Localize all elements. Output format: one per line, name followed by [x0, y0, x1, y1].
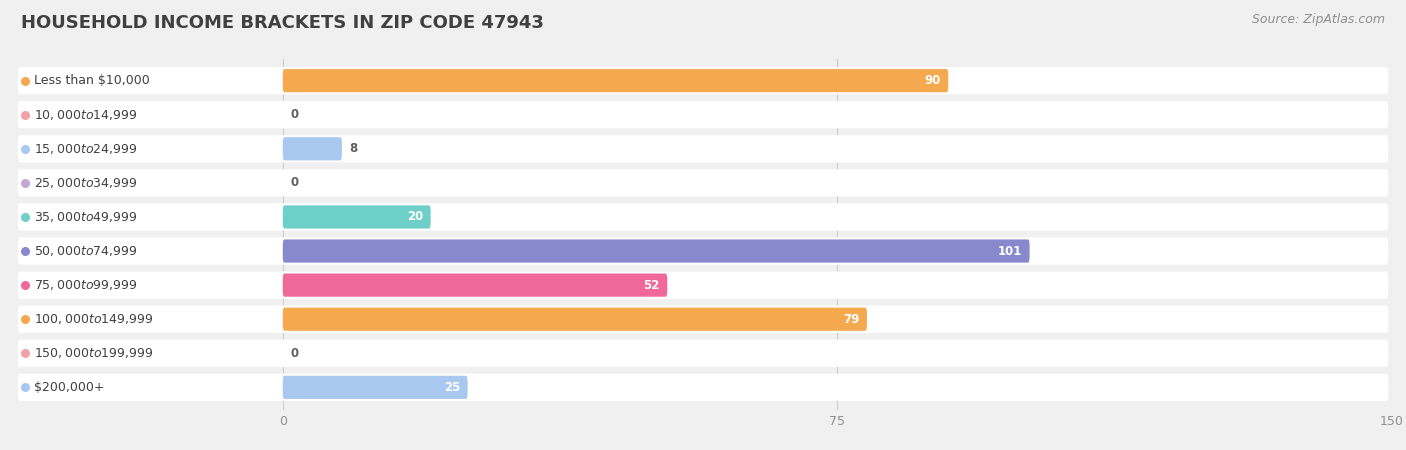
FancyBboxPatch shape — [18, 203, 1388, 230]
Text: 52: 52 — [644, 279, 659, 292]
Text: $200,000+: $200,000+ — [34, 381, 104, 394]
FancyBboxPatch shape — [18, 374, 1388, 401]
Text: 0: 0 — [290, 108, 298, 121]
FancyBboxPatch shape — [18, 101, 1388, 128]
FancyBboxPatch shape — [18, 135, 1388, 162]
Text: 25: 25 — [444, 381, 460, 394]
Text: 8: 8 — [349, 142, 357, 155]
Text: HOUSEHOLD INCOME BRACKETS IN ZIP CODE 47943: HOUSEHOLD INCOME BRACKETS IN ZIP CODE 47… — [21, 14, 544, 32]
FancyBboxPatch shape — [283, 69, 948, 92]
Text: $100,000 to $149,999: $100,000 to $149,999 — [34, 312, 153, 326]
FancyBboxPatch shape — [283, 137, 342, 160]
FancyBboxPatch shape — [283, 308, 868, 331]
Text: Source: ZipAtlas.com: Source: ZipAtlas.com — [1251, 14, 1385, 27]
Text: 90: 90 — [925, 74, 941, 87]
FancyBboxPatch shape — [283, 274, 668, 297]
Text: $35,000 to $49,999: $35,000 to $49,999 — [34, 210, 138, 224]
FancyBboxPatch shape — [18, 340, 1388, 367]
FancyBboxPatch shape — [18, 169, 1388, 197]
Text: 20: 20 — [406, 211, 423, 224]
Text: $75,000 to $99,999: $75,000 to $99,999 — [34, 278, 138, 292]
Text: $25,000 to $34,999: $25,000 to $34,999 — [34, 176, 138, 190]
FancyBboxPatch shape — [18, 306, 1388, 333]
FancyBboxPatch shape — [283, 239, 1029, 263]
FancyBboxPatch shape — [283, 205, 430, 229]
FancyBboxPatch shape — [18, 271, 1388, 299]
Text: 0: 0 — [290, 176, 298, 189]
FancyBboxPatch shape — [18, 67, 1388, 94]
Text: $15,000 to $24,999: $15,000 to $24,999 — [34, 142, 138, 156]
Text: $10,000 to $14,999: $10,000 to $14,999 — [34, 108, 138, 122]
Text: 79: 79 — [844, 313, 859, 326]
Text: 101: 101 — [998, 244, 1022, 257]
Text: $50,000 to $74,999: $50,000 to $74,999 — [34, 244, 138, 258]
FancyBboxPatch shape — [283, 376, 468, 399]
Text: Less than $10,000: Less than $10,000 — [34, 74, 150, 87]
Text: $150,000 to $199,999: $150,000 to $199,999 — [34, 346, 153, 360]
Text: 0: 0 — [290, 347, 298, 360]
FancyBboxPatch shape — [18, 238, 1388, 265]
